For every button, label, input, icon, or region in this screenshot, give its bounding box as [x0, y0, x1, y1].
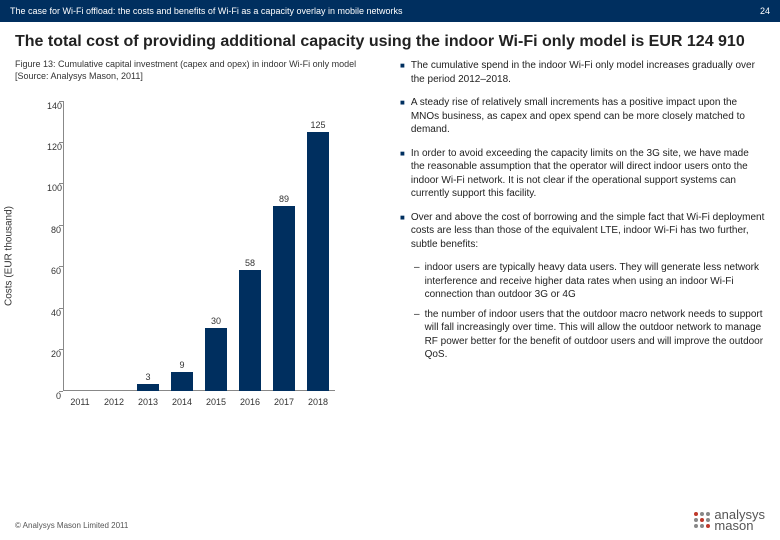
- bullet-item: ■Over and above the cost of borrowing an…: [400, 211, 765, 252]
- logo-dot: [694, 512, 698, 516]
- y-tick: 120: [47, 142, 61, 152]
- bar-wrap: 9: [166, 360, 199, 391]
- bullet-item: ■A steady rise of relatively small incre…: [400, 96, 765, 137]
- x-tick: 2018: [303, 397, 333, 407]
- y-tick: 100: [47, 183, 61, 193]
- bar-value-label: 89: [279, 194, 289, 204]
- slide-header: The case for Wi-Fi offload: the costs an…: [0, 0, 780, 22]
- bullet-icon: ■: [400, 149, 405, 201]
- logo-dot: [700, 512, 704, 516]
- y-tick: 0: [47, 391, 61, 401]
- y-tick: 80: [47, 225, 61, 235]
- bullet-item: ■In order to avoid exceeding the capacit…: [400, 147, 765, 201]
- dash-icon: –: [414, 261, 420, 302]
- logo-text: analysys mason: [714, 509, 765, 532]
- x-tick: 2014: [167, 397, 197, 407]
- bar-wrap: 125: [302, 120, 335, 391]
- bar: [205, 328, 227, 390]
- y-tick: 40: [47, 308, 61, 318]
- bar-wrap: 89: [268, 194, 301, 390]
- bar-wrap: 58: [234, 258, 267, 390]
- bar-wrap: 3: [132, 372, 165, 390]
- x-tick: 2011: [65, 397, 95, 407]
- bullet-icon: ■: [400, 98, 405, 137]
- y-tick: 20: [47, 349, 61, 359]
- bar-value-label: 30: [211, 316, 221, 326]
- logo-dot: [694, 518, 698, 522]
- logo-dot: [700, 518, 704, 522]
- sub-bullet-text: the number of indoor users that the outd…: [425, 308, 765, 362]
- y-tick: 60: [47, 266, 61, 276]
- bars-container: 3 9 30 58 89 125: [63, 101, 335, 391]
- header-title: The case for Wi-Fi offload: the costs an…: [10, 6, 403, 16]
- bar-value-label: 125: [310, 120, 325, 130]
- bar-wrap: [98, 389, 131, 391]
- figure-caption: Figure 13: Cumulative capital investment…: [15, 59, 385, 82]
- y-tick: 140: [47, 101, 61, 111]
- bullet-text: Over and above the cost of borrowing and…: [411, 211, 765, 252]
- sub-bullet-item: –indoor users are typically heavy data u…: [414, 261, 765, 302]
- x-tick: 2013: [133, 397, 163, 407]
- bar-wrap: 30: [200, 316, 233, 390]
- bullet-icon: ■: [400, 213, 405, 252]
- logo-dot: [706, 518, 710, 522]
- bar: [239, 270, 261, 390]
- sub-bullet-text: indoor users are typically heavy data us…: [425, 261, 765, 302]
- x-tick: 2012: [99, 397, 129, 407]
- y-tick-mark: [59, 391, 63, 392]
- bar-value-label: 9: [179, 360, 184, 370]
- bullet-text: In order to avoid exceeding the capacity…: [411, 147, 765, 201]
- bullet-text: A steady rise of relatively small increm…: [411, 96, 765, 137]
- page-title: The total cost of providing additional c…: [0, 22, 780, 59]
- x-tick: 2016: [235, 397, 265, 407]
- logo-dot: [706, 524, 710, 528]
- left-column: Figure 13: Cumulative capital investment…: [15, 59, 385, 420]
- bar: [137, 384, 159, 390]
- bar-chart: Costs (EUR thousand) 0204060801001201402…: [15, 91, 345, 421]
- logo-dot: [700, 524, 704, 528]
- content-row: Figure 13: Cumulative capital investment…: [0, 59, 780, 420]
- x-tick: 2015: [201, 397, 231, 407]
- bar-wrap: [64, 389, 97, 391]
- logo-dot: [694, 524, 698, 528]
- bullet-item: ■The cumulative spend in the indoor Wi-F…: [400, 59, 765, 86]
- bar-value-label: 58: [245, 258, 255, 268]
- bar: [307, 132, 329, 391]
- logo: analysys mason: [694, 509, 765, 532]
- bar-value-label: 3: [145, 372, 150, 382]
- bullet-text: The cumulative spend in the indoor Wi-Fi…: [411, 59, 765, 86]
- logo-dots-icon: [694, 512, 710, 528]
- bullet-icon: ■: [400, 61, 405, 86]
- page-number: 24: [760, 6, 770, 16]
- logo-dot: [706, 512, 710, 516]
- y-axis-label: Costs (EUR thousand): [4, 206, 15, 306]
- bar: [273, 206, 295, 390]
- dash-icon: –: [414, 308, 420, 362]
- copyright: © Analysys Mason Limited 2011: [15, 521, 128, 530]
- sub-bullet-item: –the number of indoor users that the out…: [414, 308, 765, 362]
- logo-text-bottom: mason: [714, 520, 765, 532]
- right-column: ■The cumulative spend in the indoor Wi-F…: [385, 59, 765, 420]
- x-tick: 2017: [269, 397, 299, 407]
- bar: [171, 372, 193, 391]
